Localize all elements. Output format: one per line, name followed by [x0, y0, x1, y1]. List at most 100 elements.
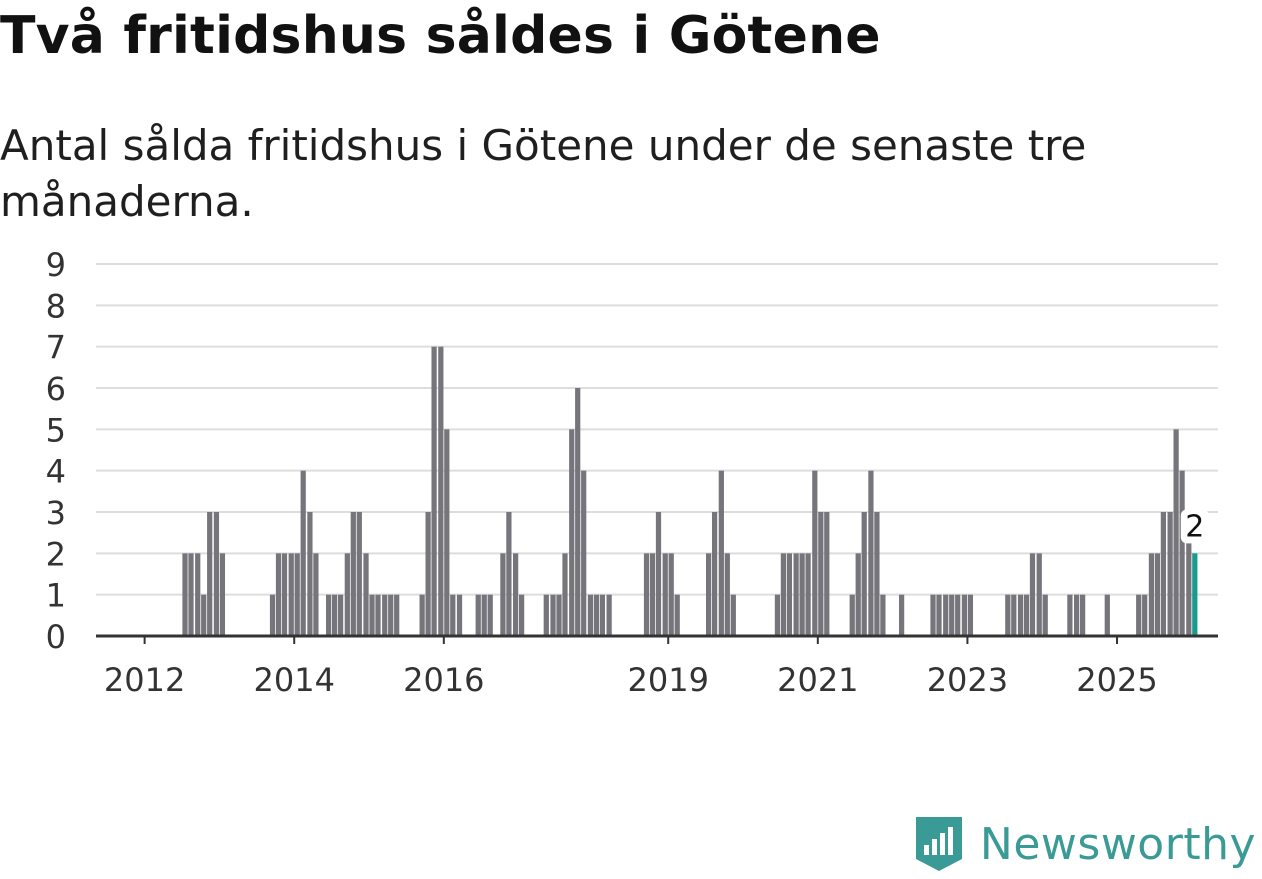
- bar: [805, 553, 811, 636]
- bar: [475, 594, 481, 636]
- bar: [213, 512, 220, 636]
- bar: [438, 346, 444, 636]
- bar: [375, 594, 381, 636]
- bar: [786, 553, 793, 636]
- bar: [1160, 512, 1167, 636]
- bar: [655, 512, 662, 636]
- bar: [1067, 594, 1073, 636]
- bar: [556, 594, 562, 636]
- bar: [1173, 429, 1179, 636]
- x-tick-label: 2012: [104, 661, 185, 699]
- bar: [1017, 594, 1024, 636]
- bars: [182, 346, 1198, 636]
- bar: [518, 594, 525, 636]
- bar: [281, 553, 288, 636]
- bar: [1036, 553, 1042, 636]
- bar: [849, 594, 855, 636]
- bar: [861, 512, 867, 636]
- bar: [269, 594, 276, 636]
- x-tick-label: 2023: [927, 661, 1008, 699]
- y-tick-label: 0: [46, 618, 66, 656]
- data-label-background: [1180, 509, 1209, 544]
- bar: [195, 553, 201, 636]
- bar: [1136, 594, 1142, 636]
- bar: [201, 594, 207, 636]
- bar: [1029, 553, 1036, 636]
- bar: [1011, 594, 1017, 636]
- bar: [331, 594, 338, 636]
- bar: [711, 512, 718, 636]
- bar: [1074, 594, 1080, 636]
- bar: [793, 553, 799, 636]
- x-tick-label: 2016: [403, 661, 484, 699]
- bar: [543, 594, 549, 636]
- bar: [1079, 594, 1086, 636]
- bar: [587, 594, 594, 636]
- bar: [450, 594, 456, 636]
- bar: [294, 553, 300, 636]
- newsworthy-brand: Newsworthy: [914, 815, 1256, 873]
- bar: [350, 512, 356, 636]
- bar: [431, 346, 437, 636]
- bar: [774, 594, 781, 636]
- bar: [456, 594, 463, 636]
- bar: [326, 594, 332, 636]
- bar: [1167, 512, 1173, 636]
- bar: [569, 429, 575, 636]
- y-axis-ticks: 01 234 567 89: [46, 246, 66, 656]
- bar: [581, 470, 587, 636]
- bar: [562, 553, 568, 636]
- bar: [1142, 594, 1148, 636]
- bar: [188, 553, 194, 636]
- bar: [724, 553, 730, 636]
- bar: [337, 594, 344, 636]
- bar: [874, 512, 880, 636]
- x-axis-ticks: 2012 2014 2016 2019 2021 2023 2025: [104, 636, 1158, 699]
- bar: [219, 553, 226, 636]
- data-label: 2: [1185, 509, 1204, 544]
- bar: [394, 594, 400, 636]
- chart-subtitle: Antal sålda fritidshus i Götene under de…: [0, 121, 1087, 226]
- bar: [643, 553, 650, 636]
- bar: [1023, 594, 1030, 636]
- bar: [182, 553, 188, 636]
- bar: [649, 553, 656, 636]
- bar: [780, 553, 787, 636]
- y-tick-label: 7: [46, 329, 66, 367]
- bar: [419, 594, 425, 636]
- bar: [382, 594, 388, 636]
- bar: [674, 594, 680, 636]
- bar: [1104, 594, 1110, 636]
- bar: [936, 594, 942, 636]
- bar: [949, 594, 955, 636]
- x-tick-label: 2019: [628, 661, 709, 699]
- bar: [967, 594, 974, 636]
- bar: [955, 594, 961, 636]
- bar: [444, 429, 450, 636]
- bar: [500, 553, 506, 636]
- bar: [668, 553, 674, 636]
- bar: [818, 512, 824, 636]
- annotations: 2: [1180, 509, 1209, 544]
- bar: [880, 594, 886, 636]
- bar: [1148, 553, 1155, 636]
- bar: [513, 553, 519, 636]
- bar: [425, 512, 431, 636]
- bar: [207, 512, 213, 636]
- bar: [930, 594, 936, 636]
- bar: [575, 388, 581, 636]
- bar: [356, 512, 362, 636]
- y-tick-label: 6: [46, 370, 66, 408]
- newsworthy-logo-icon: [915, 817, 962, 871]
- bar: [593, 594, 600, 636]
- bar: [307, 512, 313, 636]
- bar: [344, 553, 350, 636]
- bar: [812, 470, 818, 636]
- bar: [705, 553, 712, 636]
- brand-name: Newsworthy: [979, 818, 1256, 870]
- bar: [961, 594, 968, 636]
- bar: [943, 594, 949, 636]
- x-tick-label: 2025: [1076, 661, 1157, 699]
- y-tick-label: 4: [46, 453, 66, 491]
